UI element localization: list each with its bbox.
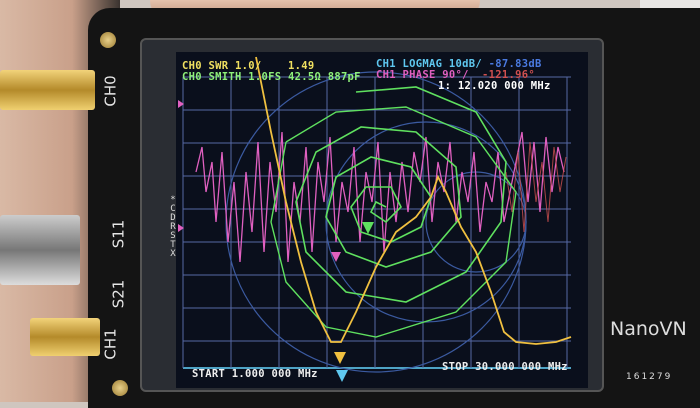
- reference-arrow-icon: [178, 224, 184, 232]
- brand-logo: NanoVN: [610, 318, 687, 340]
- value: -121.96°: [481, 69, 535, 81]
- scale: 1.0/: [235, 60, 262, 72]
- reference-arrow-icon: [178, 100, 184, 108]
- scale: 90°/: [442, 69, 469, 81]
- marker-icon: [331, 252, 341, 262]
- serial-number: 161279: [626, 372, 673, 382]
- value: -87.83dB: [488, 58, 542, 70]
- sma-connector-ch0[interactable]: [0, 70, 95, 110]
- trace-label-smith[interactable]: CH0 SMITH 1.0FS 42.5Ω 887pF: [182, 71, 361, 83]
- marker-icon: [336, 370, 348, 382]
- format: PHASE: [402, 69, 436, 81]
- screw: [100, 32, 116, 48]
- label-ch0: CH0: [101, 75, 120, 107]
- marker-icon: [334, 352, 346, 364]
- scale: 10dB/: [448, 58, 482, 70]
- marker-readout: 1: 12.020 000 MHz: [438, 80, 551, 92]
- trace-label-swr[interactable]: CH0 SWR 1.0/ 1.49: [182, 60, 315, 72]
- side-menu-item[interactable]: S: [170, 231, 176, 241]
- label-ch1: CH1: [101, 328, 120, 360]
- grid: [182, 76, 571, 369]
- trace-plot: [178, 56, 572, 382]
- trace-label-logmag[interactable]: CH1 LOGMAG 10dB/ -87.83dB: [376, 58, 542, 70]
- label-s21: S21: [109, 279, 128, 309]
- format: SMITH: [208, 71, 242, 83]
- side-menu-item[interactable]: X: [170, 249, 176, 259]
- value: 1.49: [288, 60, 315, 72]
- format: LOGMAG: [402, 58, 443, 70]
- stop-frequency[interactable]: STOP 30.000 000 MHz: [442, 361, 568, 373]
- marker-1-icon: [362, 222, 374, 234]
- logmag-trace: [505, 141, 567, 233]
- scale: 1.0FS: [248, 71, 282, 83]
- n-connector: [0, 215, 80, 285]
- channel: CH0: [182, 71, 202, 83]
- channel: CH0: [182, 60, 202, 72]
- smith-trace-outer: [270, 106, 517, 338]
- side-menu-item[interactable]: C: [170, 204, 176, 214]
- channel: CH1: [376, 58, 396, 70]
- channel: CH1: [376, 69, 396, 81]
- screw: [112, 380, 128, 396]
- side-menu[interactable]: * C D R S T X: [168, 196, 178, 259]
- trace-label-phase[interactable]: CH1 PHASE 90°/ -121.96°: [376, 69, 535, 81]
- phase-trace: [195, 131, 565, 263]
- value: 42.5Ω 887pF: [287, 71, 361, 83]
- sma-connector-ch1[interactable]: [30, 318, 100, 356]
- format: SWR: [208, 60, 229, 72]
- side-menu-item[interactable]: *: [170, 195, 176, 205]
- smith-trace: [295, 86, 507, 303]
- swr-trace: [255, 56, 572, 345]
- start-frequency[interactable]: START 1.000 000 MHz: [192, 368, 318, 380]
- side-menu-item[interactable]: D: [170, 213, 176, 223]
- lcd-screen[interactable]: CH0 SWR 1.0/ 1.49 CH0 SMITH 1.0FS 42.5Ω …: [176, 52, 588, 388]
- side-menu-item[interactable]: T: [170, 240, 176, 250]
- side-menu-item[interactable]: R: [170, 222, 176, 232]
- label-s11: S11: [109, 219, 128, 249]
